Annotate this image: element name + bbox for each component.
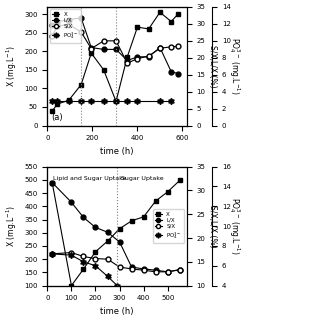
Text: (a): (a) — [52, 113, 63, 122]
Legend: X, L/X, S/X, PO$_4^{3-}$: X, L/X, S/X, PO$_4^{3-}$ — [50, 10, 81, 43]
Y-axis label: S/X,L/X (%): S/X,L/X (%) — [208, 205, 217, 247]
Text: Lipid and Sugar Uptake: Lipid and Sugar Uptake — [53, 176, 126, 181]
Y-axis label: X (mg.L$^{-1}$): X (mg.L$^{-1}$) — [4, 205, 19, 247]
X-axis label: time (h): time (h) — [100, 307, 134, 316]
Legend: X, L/X, S/X, PO$_4^{3-}$: X, L/X, S/X, PO$_4^{3-}$ — [153, 209, 184, 243]
Y-axis label: PO$_4^{3-}$ (mg.L$^{-1}$): PO$_4^{3-}$ (mg.L$^{-1}$) — [227, 197, 242, 255]
Y-axis label: S/X,L/X (%): S/X,L/X (%) — [208, 45, 217, 87]
Text: Sugar Uptake: Sugar Uptake — [121, 176, 164, 181]
Y-axis label: PO$_4^{3-}$ (mg.L$^{-1}$): PO$_4^{3-}$ (mg.L$^{-1}$) — [227, 37, 242, 95]
Y-axis label: X (mg.L$^{-1}$): X (mg.L$^{-1}$) — [4, 45, 19, 87]
X-axis label: time (h): time (h) — [100, 147, 134, 156]
